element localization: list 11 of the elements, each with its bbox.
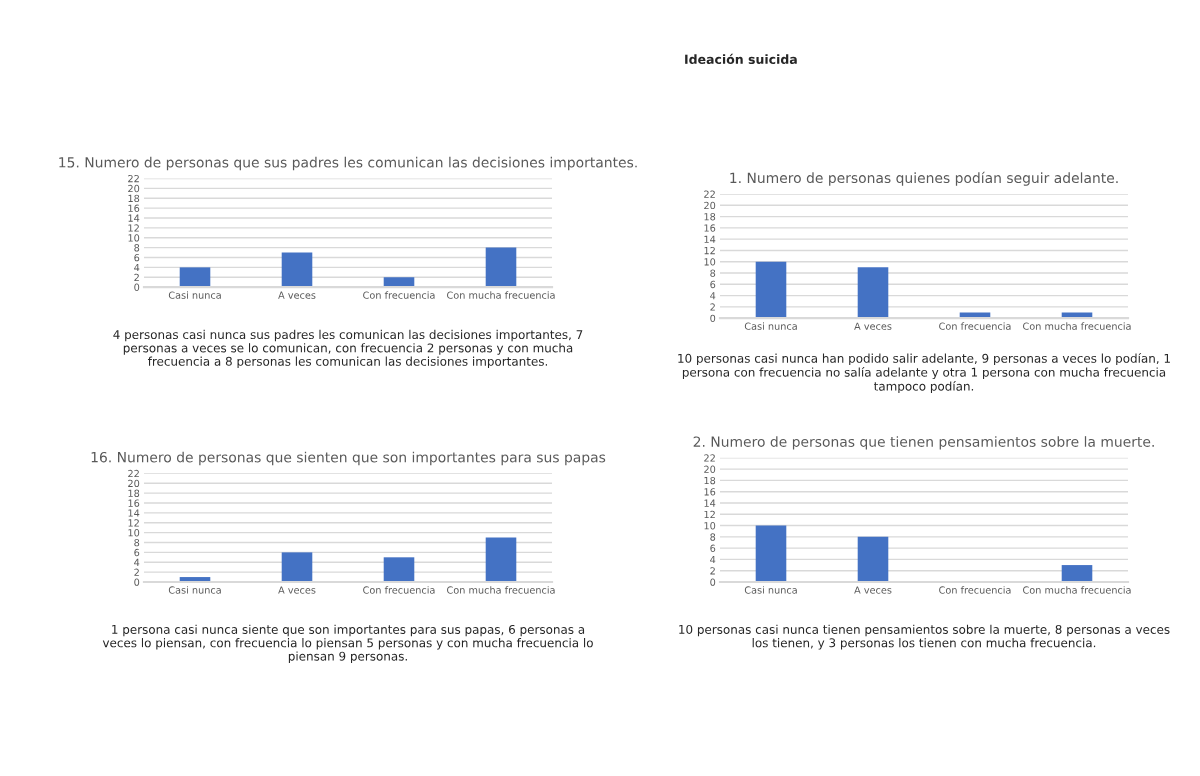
bar: [1061, 565, 1093, 582]
bar: [857, 267, 889, 319]
bar: [485, 247, 517, 288]
bar: [857, 536, 889, 582]
bar: [755, 261, 787, 319]
bar: [485, 537, 517, 582]
bar: [179, 267, 211, 288]
bar: [383, 557, 415, 582]
bar: [281, 252, 313, 288]
bar: [281, 552, 313, 582]
bar: [755, 525, 787, 582]
